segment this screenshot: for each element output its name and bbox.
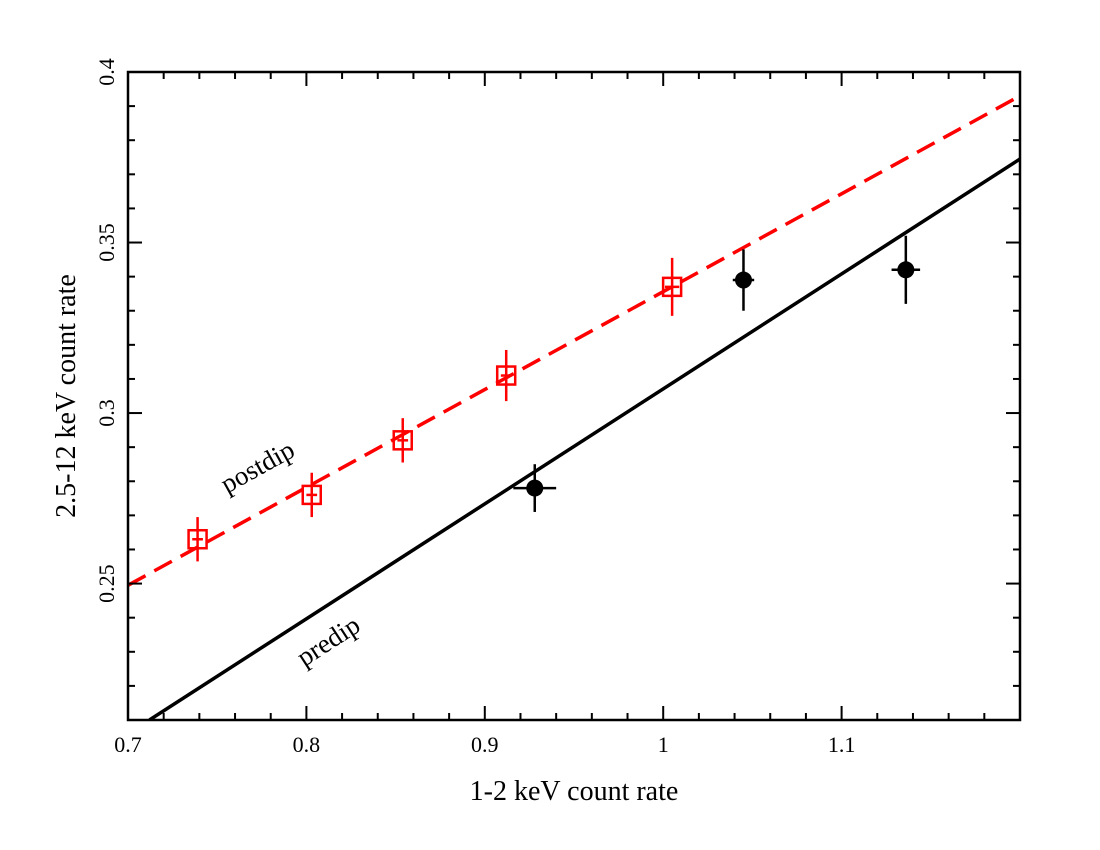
postdip-fit-line xyxy=(128,94,1020,587)
annotations: postdip predip xyxy=(215,434,365,672)
plot-frame xyxy=(126,70,1022,722)
x-axis-title: 1-2 keV count rate xyxy=(470,776,679,807)
y-tick-label: 0.4 xyxy=(94,58,119,86)
postdip-point xyxy=(661,276,683,298)
predip-fit-line xyxy=(148,157,1020,720)
x-tick-label: 1.1 xyxy=(828,732,856,757)
y-tick-label: 0.25 xyxy=(94,564,119,603)
data-markers xyxy=(187,261,915,550)
predip-point xyxy=(897,261,915,279)
y-axis-title: 2.5-12 keV count rate xyxy=(51,274,82,518)
predip-point xyxy=(734,271,752,289)
x-tick-label: 0.7 xyxy=(114,732,142,757)
axis-ticks xyxy=(127,71,1021,721)
tick-labels: 0.7 0.8 0.9 1 1.1 0.25 0.3 0.35 0.4 xyxy=(94,58,855,757)
postdip-point xyxy=(392,430,413,451)
postdip-point xyxy=(301,484,323,506)
predip-point xyxy=(526,479,544,497)
x-tick-label: 1 xyxy=(658,732,669,757)
error-bars xyxy=(192,235,921,562)
fit-lines xyxy=(128,94,1020,720)
postdip-point xyxy=(187,528,208,550)
postdip-label: postdip xyxy=(215,434,299,499)
y-tick-label: 0.35 xyxy=(94,223,119,261)
predip-label: predip xyxy=(291,609,365,672)
x-tick-label: 0.8 xyxy=(293,732,321,757)
x-tick-label: 0.9 xyxy=(471,732,499,757)
y-tick-label: 0.3 xyxy=(94,399,119,427)
postdip-point xyxy=(495,365,517,386)
